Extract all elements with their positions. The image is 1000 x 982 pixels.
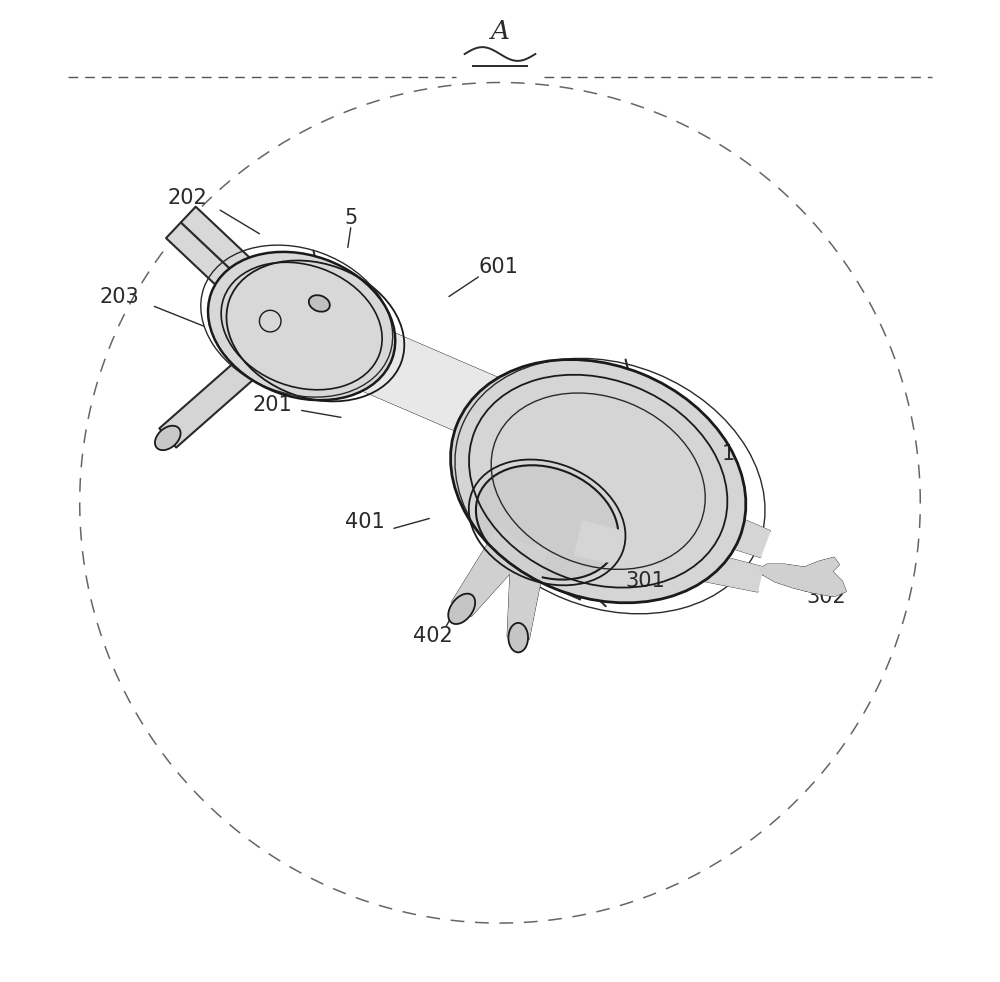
Ellipse shape [451, 359, 746, 603]
Polygon shape [452, 526, 530, 616]
Ellipse shape [476, 465, 618, 579]
Polygon shape [577, 530, 606, 550]
Text: 1: 1 [721, 444, 734, 464]
Ellipse shape [448, 594, 475, 624]
Polygon shape [181, 206, 274, 297]
Ellipse shape [208, 251, 395, 401]
Polygon shape [245, 281, 292, 329]
Polygon shape [508, 543, 547, 639]
Text: 402: 402 [413, 627, 453, 646]
Ellipse shape [309, 296, 330, 311]
Text: 201: 201 [252, 395, 292, 414]
Polygon shape [759, 558, 846, 596]
Text: 202: 202 [168, 189, 208, 208]
Text: 5: 5 [344, 208, 357, 228]
Text: 401: 401 [345, 513, 384, 532]
Polygon shape [159, 354, 261, 448]
Polygon shape [575, 520, 763, 591]
Text: 601: 601 [478, 257, 518, 277]
Ellipse shape [155, 426, 181, 450]
Text: 302: 302 [806, 587, 846, 607]
Text: A: A [490, 19, 510, 44]
Polygon shape [648, 484, 770, 557]
Polygon shape [166, 222, 259, 312]
Text: 203: 203 [99, 287, 139, 306]
Polygon shape [652, 414, 687, 440]
Polygon shape [301, 304, 645, 501]
Text: 301: 301 [625, 572, 665, 591]
Ellipse shape [508, 623, 528, 652]
